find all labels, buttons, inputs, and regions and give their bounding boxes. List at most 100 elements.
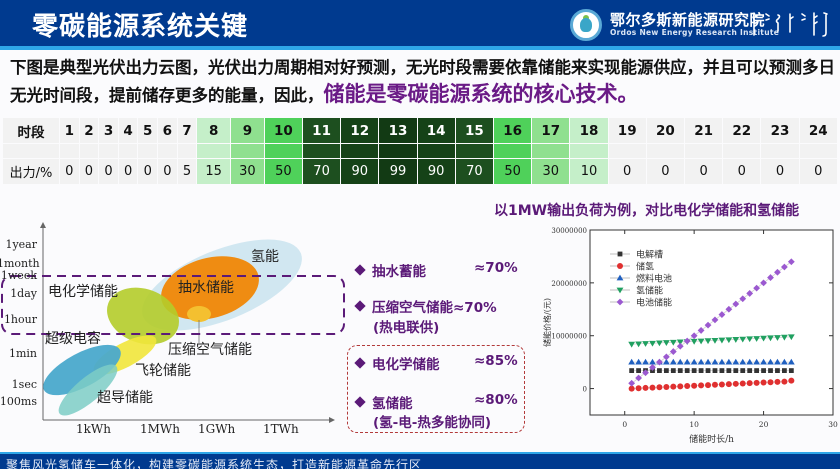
svg-text:电池储能: 电池储能 [636,297,672,309]
hour-cell: 15 [455,118,493,143]
hour-cell: 12 [341,118,379,143]
institute-logo-icon [570,9,602,41]
efficiency-item-electrochemical: 电化学储能 ≈85% [354,353,526,373]
y-tick: 1year [5,238,37,251]
hour-cell: 9 [231,118,264,143]
x-tick: 1MWh [140,422,180,436]
output-cell: 90 [417,159,455,184]
efficiency-value: ≈80% [474,392,518,408]
spacer-cell [231,144,264,158]
spacer-cell [570,144,608,158]
hour-cell: 11 [302,118,341,143]
y-tick: 1hour [3,313,37,326]
label-pumped-hydro: 抽水储能 [178,280,234,296]
output-cell: 50 [493,159,532,184]
output-cell: 0 [799,159,837,184]
label-hydrogen: 氢能 [251,249,279,265]
spacer-cell [79,144,99,158]
hour-cell: 18 [570,118,608,143]
efficiency-name: 压缩空气储能 [372,300,453,316]
x-tick: 1TWh [263,422,299,436]
output-cell: 0 [761,159,799,184]
hour-row-label: 时段 [3,118,59,143]
svg-text:储能时长/h: 储能时长/h [689,433,734,445]
intro-highlight: 储能是零碳能源系统的核心技术。 [323,82,639,106]
spacer-cell [138,144,158,158]
hour-cell: 3 [99,118,118,143]
label-compressed-air: 压缩空气储能 [168,342,252,358]
chart-title: 以1MW输出负荷为例，对比电化学储能和氢储能 [494,203,800,219]
efficiency-note: (热电联供) [373,320,440,336]
label-flywheel: 飞轮储能 [135,363,191,379]
spacer-cell [3,144,59,158]
output-cell: 90 [341,159,379,184]
hour-cell: 21 [685,118,723,143]
hour-cell: 8 [197,118,231,143]
intro-paragraph: 下图是典型光伏出力云图，光伏出力周期相对好预测，无光时段需要依靠储能来实现能源供… [10,54,838,109]
spacer-cell [379,144,417,158]
header-stripe [0,46,840,50]
spacer-cell [302,144,341,158]
spacer-cell [158,144,177,158]
output-cell: 10 [570,159,608,184]
org-name-cn: 鄂尔多斯新能源研究院 [610,11,766,29]
hour-cell: 2 [79,118,99,143]
hour-row: 时段 1 2 3 4 5 6 7 8 9 10 11 12 13 14 15 1… [3,118,837,143]
output-cell: 30 [532,159,570,184]
output-cell: 0 [685,159,723,184]
hour-cell: 20 [646,118,684,143]
spacer-cell [118,144,138,158]
svg-text:电解槽: 电解槽 [636,249,663,261]
spacer-cell [197,144,231,158]
svg-text:10: 10 [689,420,699,429]
y-tick: 1day [10,287,37,300]
y-tick: 1min [8,347,37,360]
output-cell: 0 [118,159,138,184]
svg-text:储氢: 储氢 [636,261,654,273]
y-tick: 1sec [11,378,37,391]
efficiency-item-hydrogen: 氢储能 ≈80% [354,392,526,412]
hour-cell: 4 [118,118,138,143]
svg-text:30: 30 [828,420,838,429]
spacer-cell [493,144,532,158]
spacer-cell [417,144,455,158]
hour-cell: 19 [608,118,646,143]
output-cell: 0 [723,159,761,184]
efficiency-value: ≈85% [474,353,518,369]
label-superconducting: 超导储能 [97,390,153,406]
efficiency-name: 抽水蓄能 [372,264,426,280]
hour-cell: 23 [761,118,799,143]
hour-cell: 14 [417,118,455,143]
spacer-cell [799,144,837,158]
output-cell: 0 [60,159,79,184]
hydrogen-electrochem-highlight-box [347,345,525,433]
efficiency-item-pumped-hydro: 抽水蓄能 ≈70% [354,260,526,280]
intro-text: 下图是典型光伏出力云图，光伏出力周期相对好预测，无光时段需要依靠储能来实现能源供… [10,58,835,105]
mongolian-script-icon [753,12,828,37]
y-tick: 1month [0,257,40,270]
svg-text:30000000: 30000000 [551,227,587,235]
hour-cell: 10 [264,118,302,143]
efficiency-item-compressed-air: 压缩空气储能≈70% [354,296,526,316]
svg-text:储能价格/(元): 储能价格/(元) [542,298,552,347]
efficiency-name: 氢储能 [372,396,413,412]
storage-cost-chart: 0 10000000 20000000 30000000 0 10 20 30 储能时长/h 储能… [540,222,840,447]
footer-slogan: 聚焦风光氢储车一体化，构建零碳能源系统生态，打造新能源革命先行区 [6,458,423,469]
diagram-graphic [1,222,345,423]
pv-output-table: 时段 1 2 3 4 5 6 7 8 9 10 11 12 13 14 15 1… [2,117,838,185]
svg-text:0: 0 [622,420,627,429]
diamond-bullet-icon [354,300,366,312]
logo-figure [580,18,592,32]
output-cell: 15 [197,159,231,184]
output-cell: 0 [99,159,118,184]
hour-cell: 5 [138,118,158,143]
storage-classification-diagram: 1year 1month 1week 1day 1hour 1min 1sec … [0,200,345,440]
diamond-bullet-icon [354,357,366,369]
y-tick: 100ms [0,395,37,408]
spacer-cell [723,144,761,158]
efficiency-name: 电化学储能 [372,357,440,373]
efficiency-value: ≈70% [474,260,518,276]
header-banner [0,0,840,46]
diamond-bullet-icon [354,264,366,276]
hour-cell: 13 [379,118,417,143]
